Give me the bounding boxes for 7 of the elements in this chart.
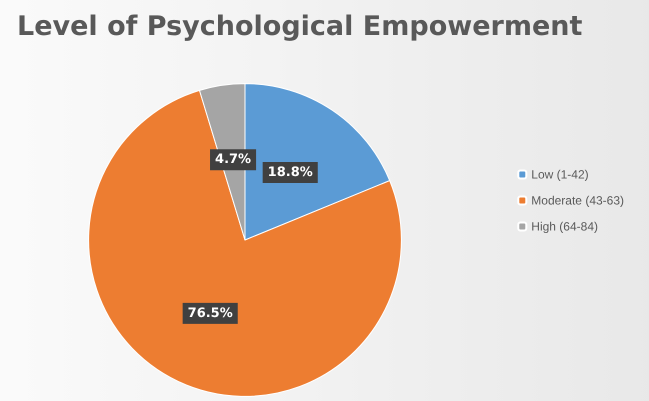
legend-label: Low (1-42) — [531, 168, 589, 182]
legend-label: Moderate (43-63) — [531, 194, 624, 208]
chart-title: Level of Psychological Empowerment — [17, 11, 582, 42]
legend-label: High (64-84) — [531, 220, 598, 234]
data-label: 76.5% — [188, 306, 233, 321]
data-label: 4.7% — [215, 152, 252, 168]
data-label: 18.8% — [268, 165, 313, 180]
